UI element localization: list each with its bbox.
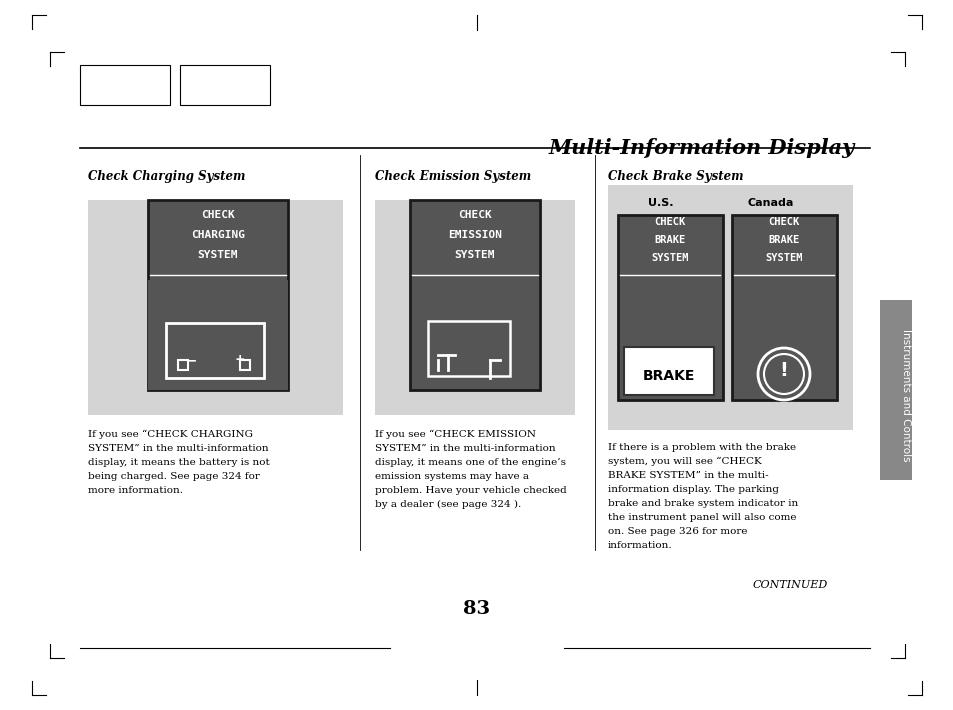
Text: 83: 83 — [463, 600, 490, 618]
Text: information.: information. — [607, 541, 672, 550]
Text: BRAKE: BRAKE — [654, 235, 685, 245]
Bar — [80, 65, 170, 105]
Text: Multi-Information Display: Multi-Information Display — [548, 138, 854, 158]
Text: display, it means the battery is not: display, it means the battery is not — [88, 458, 270, 467]
Text: system, you will see “CHECK: system, you will see “CHECK — [607, 457, 760, 466]
Bar — [428, 321, 510, 376]
Text: problem. Have your vehicle checked: problem. Have your vehicle checked — [375, 486, 566, 495]
Text: BRAKE: BRAKE — [642, 369, 695, 383]
Text: If there is a problem with the brake: If there is a problem with the brake — [607, 443, 796, 452]
Text: Instruments and Controls: Instruments and Controls — [900, 329, 910, 462]
Text: CONTINUED: CONTINUED — [752, 580, 827, 590]
Text: Check Brake System: Check Brake System — [607, 170, 742, 183]
Text: SYSTEM: SYSTEM — [455, 250, 495, 260]
Text: SYSTEM: SYSTEM — [197, 250, 238, 260]
Text: SYSTEM: SYSTEM — [651, 253, 688, 263]
Bar — [166, 323, 264, 378]
Bar — [607, 185, 852, 430]
Bar — [88, 200, 343, 415]
Text: Check Charging System: Check Charging System — [88, 170, 245, 183]
Text: +: + — [235, 353, 244, 367]
Bar — [618, 215, 722, 400]
Text: EMISSION: EMISSION — [448, 230, 501, 240]
Text: −: − — [188, 353, 196, 367]
Bar — [148, 280, 288, 390]
Text: SYSTEM” in the multi-information: SYSTEM” in the multi-information — [88, 444, 269, 453]
Text: Canada: Canada — [747, 198, 794, 208]
Text: If you see “CHECK EMISSION: If you see “CHECK EMISSION — [375, 430, 536, 439]
Text: BRAKE SYSTEM” in the multi-: BRAKE SYSTEM” in the multi- — [607, 471, 768, 480]
Text: more information.: more information. — [88, 486, 183, 495]
Text: BRAKE: BRAKE — [767, 235, 799, 245]
Text: If you see “CHECK CHARGING: If you see “CHECK CHARGING — [88, 430, 253, 439]
Text: !: ! — [779, 361, 787, 381]
Bar — [178, 360, 188, 370]
Bar — [879, 300, 911, 480]
Text: display, it means one of the engine’s: display, it means one of the engine’s — [375, 458, 565, 467]
Bar — [148, 200, 288, 390]
Text: SYSTEM” in the multi-information: SYSTEM” in the multi-information — [375, 444, 555, 453]
Text: CHECK: CHECK — [654, 217, 685, 227]
Text: Check Emission System: Check Emission System — [375, 170, 531, 183]
Text: on. See page 326 for more: on. See page 326 for more — [607, 527, 747, 536]
Text: brake and brake system indicator in: brake and brake system indicator in — [607, 499, 798, 508]
Bar — [375, 200, 575, 415]
Bar — [240, 360, 250, 370]
Bar — [623, 347, 713, 395]
Text: CHECK: CHECK — [201, 210, 234, 220]
Text: information display. The parking: information display. The parking — [607, 485, 779, 494]
Text: CHECK: CHECK — [457, 210, 492, 220]
Bar — [180, 65, 270, 105]
Bar — [731, 215, 836, 400]
Text: by a dealer (see page 324 ).: by a dealer (see page 324 ). — [375, 500, 520, 509]
Text: being charged. See page 324 for: being charged. See page 324 for — [88, 472, 259, 481]
Bar — [410, 200, 539, 390]
Text: emission systems may have a: emission systems may have a — [375, 472, 529, 481]
Text: U.S.: U.S. — [647, 198, 673, 208]
Text: the instrument panel will also come: the instrument panel will also come — [607, 513, 796, 522]
Text: SYSTEM: SYSTEM — [764, 253, 801, 263]
Text: CHARGING: CHARGING — [191, 230, 245, 240]
Text: CHECK: CHECK — [767, 217, 799, 227]
